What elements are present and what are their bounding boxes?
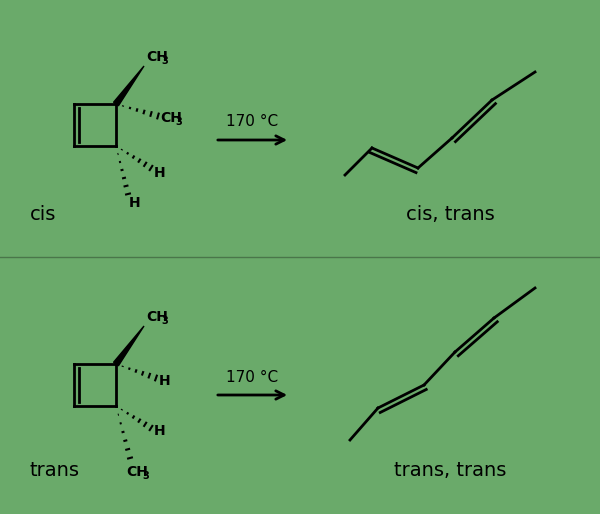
Text: H: H	[129, 196, 140, 210]
Text: cis: cis	[30, 206, 56, 225]
Text: H: H	[159, 374, 170, 388]
Polygon shape	[113, 66, 144, 106]
Text: H: H	[154, 166, 166, 180]
Text: CH: CH	[146, 310, 168, 324]
Text: 3: 3	[175, 117, 182, 127]
Text: 170 °C: 170 °C	[226, 115, 278, 130]
Text: 3: 3	[161, 316, 168, 326]
Text: cis, trans: cis, trans	[406, 206, 494, 225]
Text: CH: CH	[126, 465, 148, 479]
Text: 170 °C: 170 °C	[226, 370, 278, 384]
Text: CH: CH	[146, 50, 168, 64]
Text: 3: 3	[142, 471, 149, 481]
Text: 3: 3	[161, 56, 168, 66]
Text: trans, trans: trans, trans	[394, 461, 506, 480]
Text: CH: CH	[160, 111, 182, 125]
Polygon shape	[113, 326, 144, 366]
Text: trans: trans	[30, 461, 80, 480]
Text: H: H	[154, 424, 166, 438]
